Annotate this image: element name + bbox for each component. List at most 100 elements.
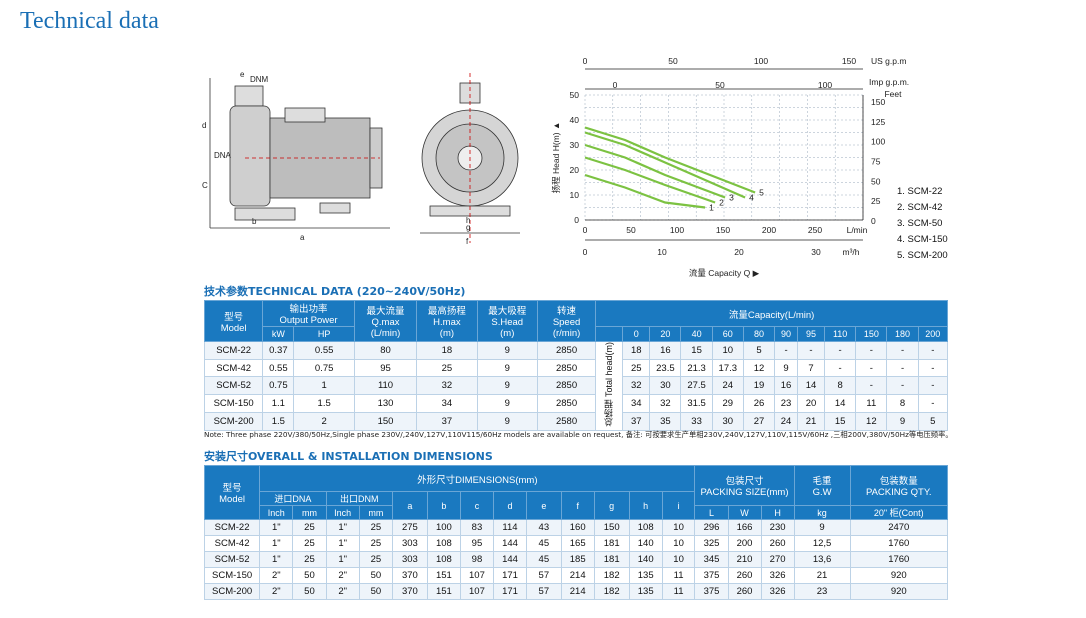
cell-capacity: 11: [855, 394, 888, 413]
cell-dnm_mm: 25: [358, 535, 393, 552]
table-row: SCM-52 0.75 1 110 32 9 2850 32 30 27.5 24 19 16 14 8- -…: [203, 376, 949, 396]
y-tick-label: 30: [570, 140, 580, 150]
cell-capacity: -: [917, 358, 949, 378]
cell-dimension: 108: [426, 535, 461, 552]
th-mm: mm: [358, 505, 393, 520]
cell-model: SCM-22: [203, 519, 261, 536]
right-axis-unit: Feet: [884, 89, 902, 99]
x-axis-label: 流量 Capacity Q ▶: [689, 268, 760, 278]
cell-capacity: -: [886, 358, 919, 378]
cell-capacity: 14: [796, 376, 826, 396]
cell-qty: 1760: [849, 535, 949, 552]
cell-h: 25: [416, 358, 478, 378]
y-tick-label: 50: [570, 90, 580, 100]
dim-label-dnm: DNM: [250, 75, 269, 84]
cell-capacity: 20: [796, 394, 826, 413]
cell-dimension: 151: [426, 567, 461, 584]
cell-dnm_in: 1": [325, 519, 360, 536]
cell-kw: 1.5: [262, 411, 295, 431]
cell-capacity: 19: [742, 376, 776, 396]
cell-capacity: -: [824, 341, 857, 360]
top-tick-label: 0: [583, 56, 588, 66]
table-row: SCM-42 0.55 0.75 95 25 9 2850 25 23.5 21.3 17.3 12 9…: [203, 358, 949, 378]
cell-packing: 326: [760, 567, 795, 584]
th-model: 型号 Model: [203, 300, 264, 342]
cell-packing: 166: [727, 519, 762, 536]
table-row: SCM-52 1" 25 1" 25 303 108 98 144 45 185 181 140 10 34…: [203, 551, 949, 568]
cell-dna_in: 2": [259, 567, 294, 584]
dim-label-g: g: [466, 223, 470, 232]
cell-hp: 1.5: [293, 394, 355, 413]
voltage-note: Note: Three phase 220V/380/50Hz,Single p…: [204, 430, 953, 439]
th-pack-h: H: [760, 505, 795, 520]
cell-dimension: 10: [661, 519, 696, 536]
series-line-3: [584, 143, 726, 199]
cell-capacity: -: [855, 358, 888, 378]
th-kw: kW: [262, 326, 295, 342]
cell-dimension: 214: [560, 567, 595, 584]
th-packing-size: 包装尺寸 PACKING SIZE(mm): [694, 465, 795, 506]
cell-dimension: 171: [492, 567, 528, 584]
cell-capacity: 16: [649, 341, 682, 360]
cell-packing: 260: [727, 583, 762, 600]
th-qmax: 最大流量 Q.max (L/min): [353, 300, 418, 342]
cell-capacity: 25: [622, 358, 651, 378]
cell-qty: 920: [849, 567, 949, 584]
cell-capacity: 16: [774, 376, 798, 396]
curve-label: 1: [709, 203, 714, 213]
cell-dnm_mm: 50: [358, 567, 393, 584]
y-tick-label: 10: [570, 190, 580, 200]
cell-capacity: 8: [886, 394, 919, 413]
cell-model: SCM-52: [203, 376, 264, 396]
cell-gw: 9: [793, 519, 851, 536]
cell-dimension: 165: [560, 535, 595, 552]
cell-dimension: 107: [459, 583, 494, 600]
cell-capacity: 35: [649, 411, 682, 431]
y-tick-label: 0: [574, 215, 579, 225]
cell-q: 150: [353, 411, 418, 431]
cell-h: 32: [416, 376, 478, 396]
cell-capacity: 17.3: [711, 358, 744, 378]
right-tick-label: 150: [871, 97, 885, 107]
legend-item: 2. SCM-42: [897, 202, 943, 213]
cell-model: SCM-200: [203, 583, 261, 600]
table-row: SCM-150 2" 50 2" 50 370 151 107 171 57 214 182 135 11…: [203, 567, 949, 584]
cell-packing: 210: [727, 551, 762, 568]
cell-capacity: 5: [742, 341, 776, 360]
y-tick-label: 40: [570, 115, 580, 125]
series-line-4: [584, 131, 746, 199]
th-model: 型号 Model: [203, 465, 261, 520]
th-hp: HP: [293, 326, 355, 342]
curve-label: 3: [729, 193, 734, 203]
series-line-1: [584, 173, 706, 209]
cell-model: SCM-42: [203, 535, 261, 552]
cell-dimension: 144: [492, 535, 528, 552]
th-cap-col: 40: [680, 326, 713, 342]
cell-dna_in: 1": [259, 535, 294, 552]
cell-capacity: -: [886, 341, 919, 360]
cell-capacity: 30: [711, 411, 744, 431]
cell-dnm_in: 2": [325, 567, 360, 584]
th-speed: 转速 Speed (r/min): [536, 300, 597, 342]
top-tick-label: 100: [818, 80, 832, 90]
cell-s: 9: [476, 394, 538, 413]
cell-dna_mm: 50: [292, 583, 327, 600]
cell-model: SCM-150: [203, 394, 264, 413]
cell-speed: 2580: [536, 411, 597, 431]
cell-capacity: 12: [855, 411, 888, 431]
cell-capacity: -: [917, 341, 949, 360]
cell-dnm_mm: 50: [358, 583, 393, 600]
th-cap-col: 200: [917, 326, 949, 342]
x2-tick-label: 30: [811, 247, 821, 257]
cell-speed: 2850: [536, 376, 597, 396]
table-row: SCM-150 1.1 1.5 130 34 9 2850 34 32 31.5 29 26 23 20 1…: [203, 394, 949, 413]
cell-h: 37: [416, 411, 478, 431]
th-capacity-spacer: [595, 326, 624, 342]
cell-capacity: 24: [711, 376, 744, 396]
table-row: SCM-200 1.5 2 150 37 9 2580 37 35 33 30 27 24 21 15 12 9…: [203, 411, 949, 431]
performance-chart: 0 50 100 150 US g.p.m0 50 100 Imp g.p.m.Feet150…: [551, 56, 909, 278]
x-tick-label: 100: [670, 225, 684, 235]
cell-packing: 345: [694, 551, 729, 568]
cell-capacity: 5: [917, 411, 949, 431]
th-pack-l: L: [694, 505, 729, 520]
